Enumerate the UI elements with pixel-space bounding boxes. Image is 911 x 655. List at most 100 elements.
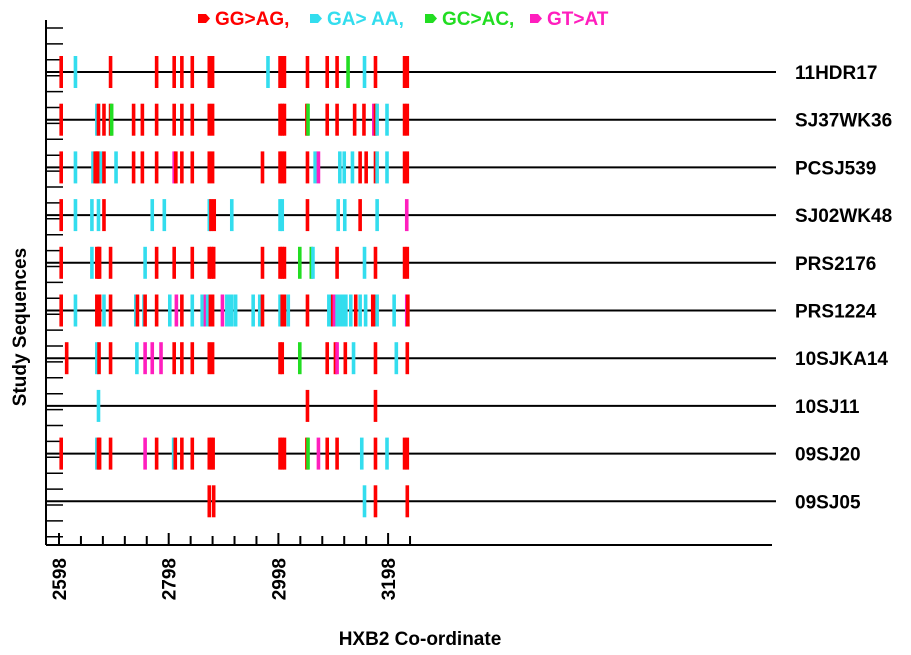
mutation-mark-gg-ag	[278, 103, 282, 136]
sequence-label: SJ37WK36	[795, 111, 892, 132]
mutation-mark-gg-ag	[59, 151, 63, 184]
mutation-mark-gg-ag	[282, 103, 287, 136]
mutation-mark-gg-ag	[59, 437, 63, 470]
mutation-mark-gg-ag	[280, 246, 285, 279]
mutation-mark-gg-ag	[211, 246, 216, 279]
sequence-row: SJ02WK48	[46, 199, 892, 232]
mutation-mark-gg-ag	[370, 294, 375, 327]
mutation-mark-gg-ag	[209, 199, 213, 232]
sequence-label: 10SJ11	[795, 397, 860, 418]
mutation-mark-gg-ag	[282, 151, 287, 184]
sequence-row: 10SJ11	[46, 389, 860, 422]
mutation-mark-gg-ag	[335, 437, 339, 470]
mutation-mark-gg-ag	[352, 103, 357, 136]
mutation-mark-ga-aa	[375, 103, 379, 136]
mutation-mark-ga-aa	[358, 294, 362, 327]
mutation-mark-gg-ag	[402, 437, 407, 470]
mutation-mark-ga-aa	[278, 294, 282, 327]
sequence-row: SJ37WK36	[46, 103, 892, 136]
mutation-mark-gg-ag	[280, 56, 285, 88]
mutation-mark-gg-ag	[190, 437, 195, 470]
mutation-mark-gg-ag	[135, 294, 140, 327]
mutation-mark-ga-aa	[311, 246, 315, 279]
mutation-mark-gg-ag	[406, 294, 410, 327]
mutation-mark-ga-aa	[375, 151, 379, 184]
mutation-mark-gg-ag	[278, 246, 282, 279]
mutation-mark-gg-ag	[208, 294, 213, 327]
x-tick-label: 2598	[50, 558, 71, 600]
sequence-row: PRS1224	[46, 294, 877, 327]
mutation-mark-ga-aa	[313, 151, 317, 184]
sequence-row: PRS2176	[46, 246, 876, 279]
mutation-mark-gg-ag	[278, 437, 282, 470]
mutation-mark-gg-ag	[64, 342, 69, 375]
mutation-mark-ga-aa	[363, 294, 368, 327]
mutation-mark-gg-ag	[373, 342, 378, 375]
sequence-label: PRS1224	[795, 302, 877, 323]
mutation-mark-gg-ag	[280, 294, 285, 327]
legend-swatch-gt-at	[530, 14, 542, 23]
mutation-mark-gg-ag	[282, 294, 287, 327]
mutation-mark-gg-ag	[278, 342, 282, 375]
mutation-mark-ga-aa	[342, 151, 347, 184]
mutation-mark-gg-ag	[278, 151, 282, 184]
mutation-mark-gg-ag	[140, 103, 145, 136]
legend-label-gt-at: GT>AT	[547, 9, 609, 30]
mutation-mark-gg-ag	[260, 294, 265, 327]
mutation-mark-ga-aa	[135, 342, 139, 375]
mutation-mark-ga-aa	[385, 151, 389, 184]
mutation-mark-gg-ag	[108, 342, 113, 375]
mutation-mark-ga-aa	[251, 294, 255, 327]
mutation-mark-gg-ag	[211, 437, 215, 470]
mutation-mark-gg-ag	[405, 437, 410, 470]
mutation-mark-gg-ag	[207, 246, 212, 279]
mutation-mark-ga-aa	[394, 342, 399, 375]
mutation-mark-gg-ag	[180, 437, 184, 470]
mutation-mark-gg-ag	[180, 294, 184, 327]
mutation-mark-gg-ag	[373, 246, 378, 279]
legend-label-gg-ag: GG>AG,	[215, 9, 289, 30]
mutation-mark-gc-ac	[306, 103, 310, 136]
mutation-mark-gg-ag	[325, 437, 330, 470]
mutation-mark-gg-ag	[280, 103, 285, 136]
mutation-mark-gc-ac	[297, 342, 302, 375]
mutation-mark-gg-ag	[305, 151, 310, 184]
mutation-mark-gg-ag	[190, 56, 195, 88]
mutation-mark-gg-ag	[373, 485, 378, 518]
mutation-mark-ga-aa	[73, 151, 78, 184]
mutation-mark-gg-ag	[96, 103, 101, 136]
mutation-mark-ga-aa	[362, 246, 367, 279]
mutation-mark-gg-ag	[154, 294, 159, 327]
mutation-mark-gg-ag	[373, 389, 378, 422]
mutation-mark-gt-at	[203, 294, 208, 327]
legend-swatch-gg-ag	[198, 14, 210, 23]
mutation-mark-gg-ag	[305, 199, 310, 232]
mutation-mark-gt-at	[143, 437, 147, 470]
mutation-mark-gg-ag	[59, 294, 63, 327]
mutation-mark-gg-ag	[59, 103, 63, 136]
mutation-mark-ga-aa	[375, 199, 379, 232]
mutation-mark-ga-aa	[150, 199, 155, 232]
mutation-mark-gg-ag	[405, 103, 410, 136]
mutation-mark-gg-ag	[154, 151, 159, 184]
mutation-mark-gg-ag	[108, 56, 113, 88]
mutation-mark-gg-ag	[154, 246, 159, 279]
mutation-mark-gg-ag	[358, 199, 362, 232]
mutation-mark-ga-aa	[336, 199, 340, 232]
mutation-mark-gg-ag	[405, 151, 410, 184]
mutation-mark-gg-ag	[207, 485, 212, 518]
mutation-mark-gg-ag	[96, 151, 101, 184]
mutation-mark-gg-ag	[335, 56, 339, 88]
mutation-mark-ga-aa	[278, 199, 282, 232]
mutation-mark-ga-aa	[162, 199, 167, 232]
mutation-mark-gt-at	[332, 294, 337, 327]
sequence-row: PCSJ539	[46, 151, 876, 184]
mutation-mark-ga-aa	[338, 151, 342, 184]
mutation-mark-gg-ag	[373, 56, 378, 88]
mutation-mark-gg-ag	[282, 246, 287, 279]
mutation-mark-ga-aa	[90, 199, 94, 232]
mutation-mark-gg-ag	[210, 342, 215, 375]
mutation-mark-gt-at	[143, 342, 147, 375]
mutation-mark-gg-ag	[172, 103, 176, 136]
